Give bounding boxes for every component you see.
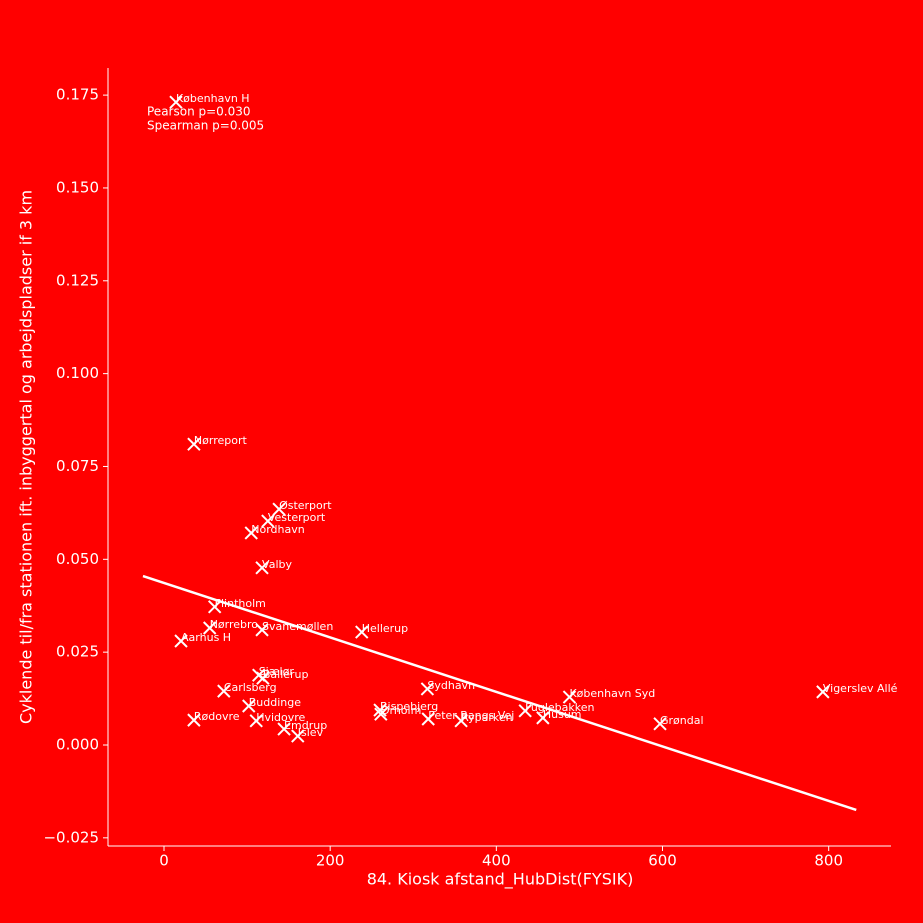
point-label: Ryparken — [461, 711, 513, 724]
point — [536, 711, 550, 725]
point — [272, 502, 286, 516]
fit-line — [142, 574, 857, 812]
point-label: Valby — [262, 558, 292, 571]
point-label: Peter Bangs Vej — [428, 709, 514, 722]
annotation: Pearson p=0.030 — [147, 105, 251, 119]
point — [277, 722, 291, 736]
point-label: Østerport — [279, 499, 332, 512]
point — [653, 717, 667, 731]
point — [174, 634, 188, 648]
point — [454, 714, 468, 728]
point-label: Islev — [298, 726, 324, 739]
point — [256, 671, 270, 685]
x-tick-label: 800 — [814, 852, 843, 870]
point — [217, 684, 231, 698]
point-label: Ballerup — [263, 668, 309, 681]
y-tick-label: 0.000 — [56, 735, 99, 753]
point — [562, 690, 577, 704]
point-label: København H — [176, 92, 250, 105]
point-label: Emdrup — [284, 719, 327, 732]
point — [374, 707, 388, 721]
point-label: Hvidovre — [256, 711, 305, 724]
point — [291, 729, 305, 743]
point-label: Ørholm — [381, 704, 421, 717]
point-label: Bispebjerg — [380, 700, 438, 713]
y-tick-label: 0.050 — [56, 550, 99, 568]
y-tick-label: 0.075 — [56, 457, 99, 475]
point — [249, 714, 263, 728]
point — [421, 712, 435, 726]
point — [355, 625, 369, 639]
y-tick-label: 0.175 — [56, 86, 99, 104]
point — [816, 685, 830, 699]
x-tick-label: 200 — [316, 852, 345, 870]
point — [255, 623, 269, 637]
point — [202, 621, 217, 635]
x-tick-label: 0 — [159, 852, 169, 870]
point-label: Buddinge — [249, 696, 301, 709]
y-tick-label: 0.100 — [56, 364, 99, 382]
point-label: Hellerup — [362, 622, 408, 635]
point-label: Grøndal — [660, 714, 704, 727]
point — [187, 437, 201, 451]
y-axis-label: Cyklende til/fra stationen ift. inbygger… — [17, 190, 36, 724]
point — [255, 561, 269, 575]
point-label: Fuglebakken — [525, 701, 594, 714]
point — [169, 95, 183, 109]
point-label: Sydhavn — [427, 679, 475, 692]
x-tick-label: 600 — [648, 852, 677, 870]
point-label: Nordhavn — [251, 523, 304, 536]
point — [242, 699, 256, 713]
y-tick-label: 0.150 — [56, 178, 99, 196]
x-tick-label: 400 — [482, 852, 511, 870]
point-label: Vigerslev Allé — [823, 682, 898, 695]
annotation: Spearman p=0.005 — [147, 119, 264, 133]
x-axis-label: 84. Kiosk afstand_HubDist(FYSIK) — [367, 870, 634, 890]
point-label: Flintholm — [215, 597, 266, 610]
point-label: Sjælør — [259, 665, 295, 678]
point — [518, 704, 532, 718]
point — [207, 600, 222, 614]
point-label: Aarhus H — [181, 631, 231, 644]
point-label: Rødovre — [194, 710, 240, 723]
y-tick-label: 0.125 — [56, 271, 99, 289]
point-label: Nørreport — [194, 434, 248, 447]
y-tick-label: −0.025 — [43, 828, 99, 846]
point-label: København Syd — [569, 687, 655, 700]
point — [244, 526, 258, 540]
point — [261, 514, 275, 528]
point-label: Nørrebro — [210, 618, 259, 631]
point-label: Vesterport — [268, 511, 326, 524]
point — [187, 713, 201, 727]
point-label: Carlsberg — [224, 681, 277, 694]
point — [373, 703, 387, 717]
point — [420, 682, 435, 696]
y-tick-label: 0.025 — [56, 643, 99, 661]
